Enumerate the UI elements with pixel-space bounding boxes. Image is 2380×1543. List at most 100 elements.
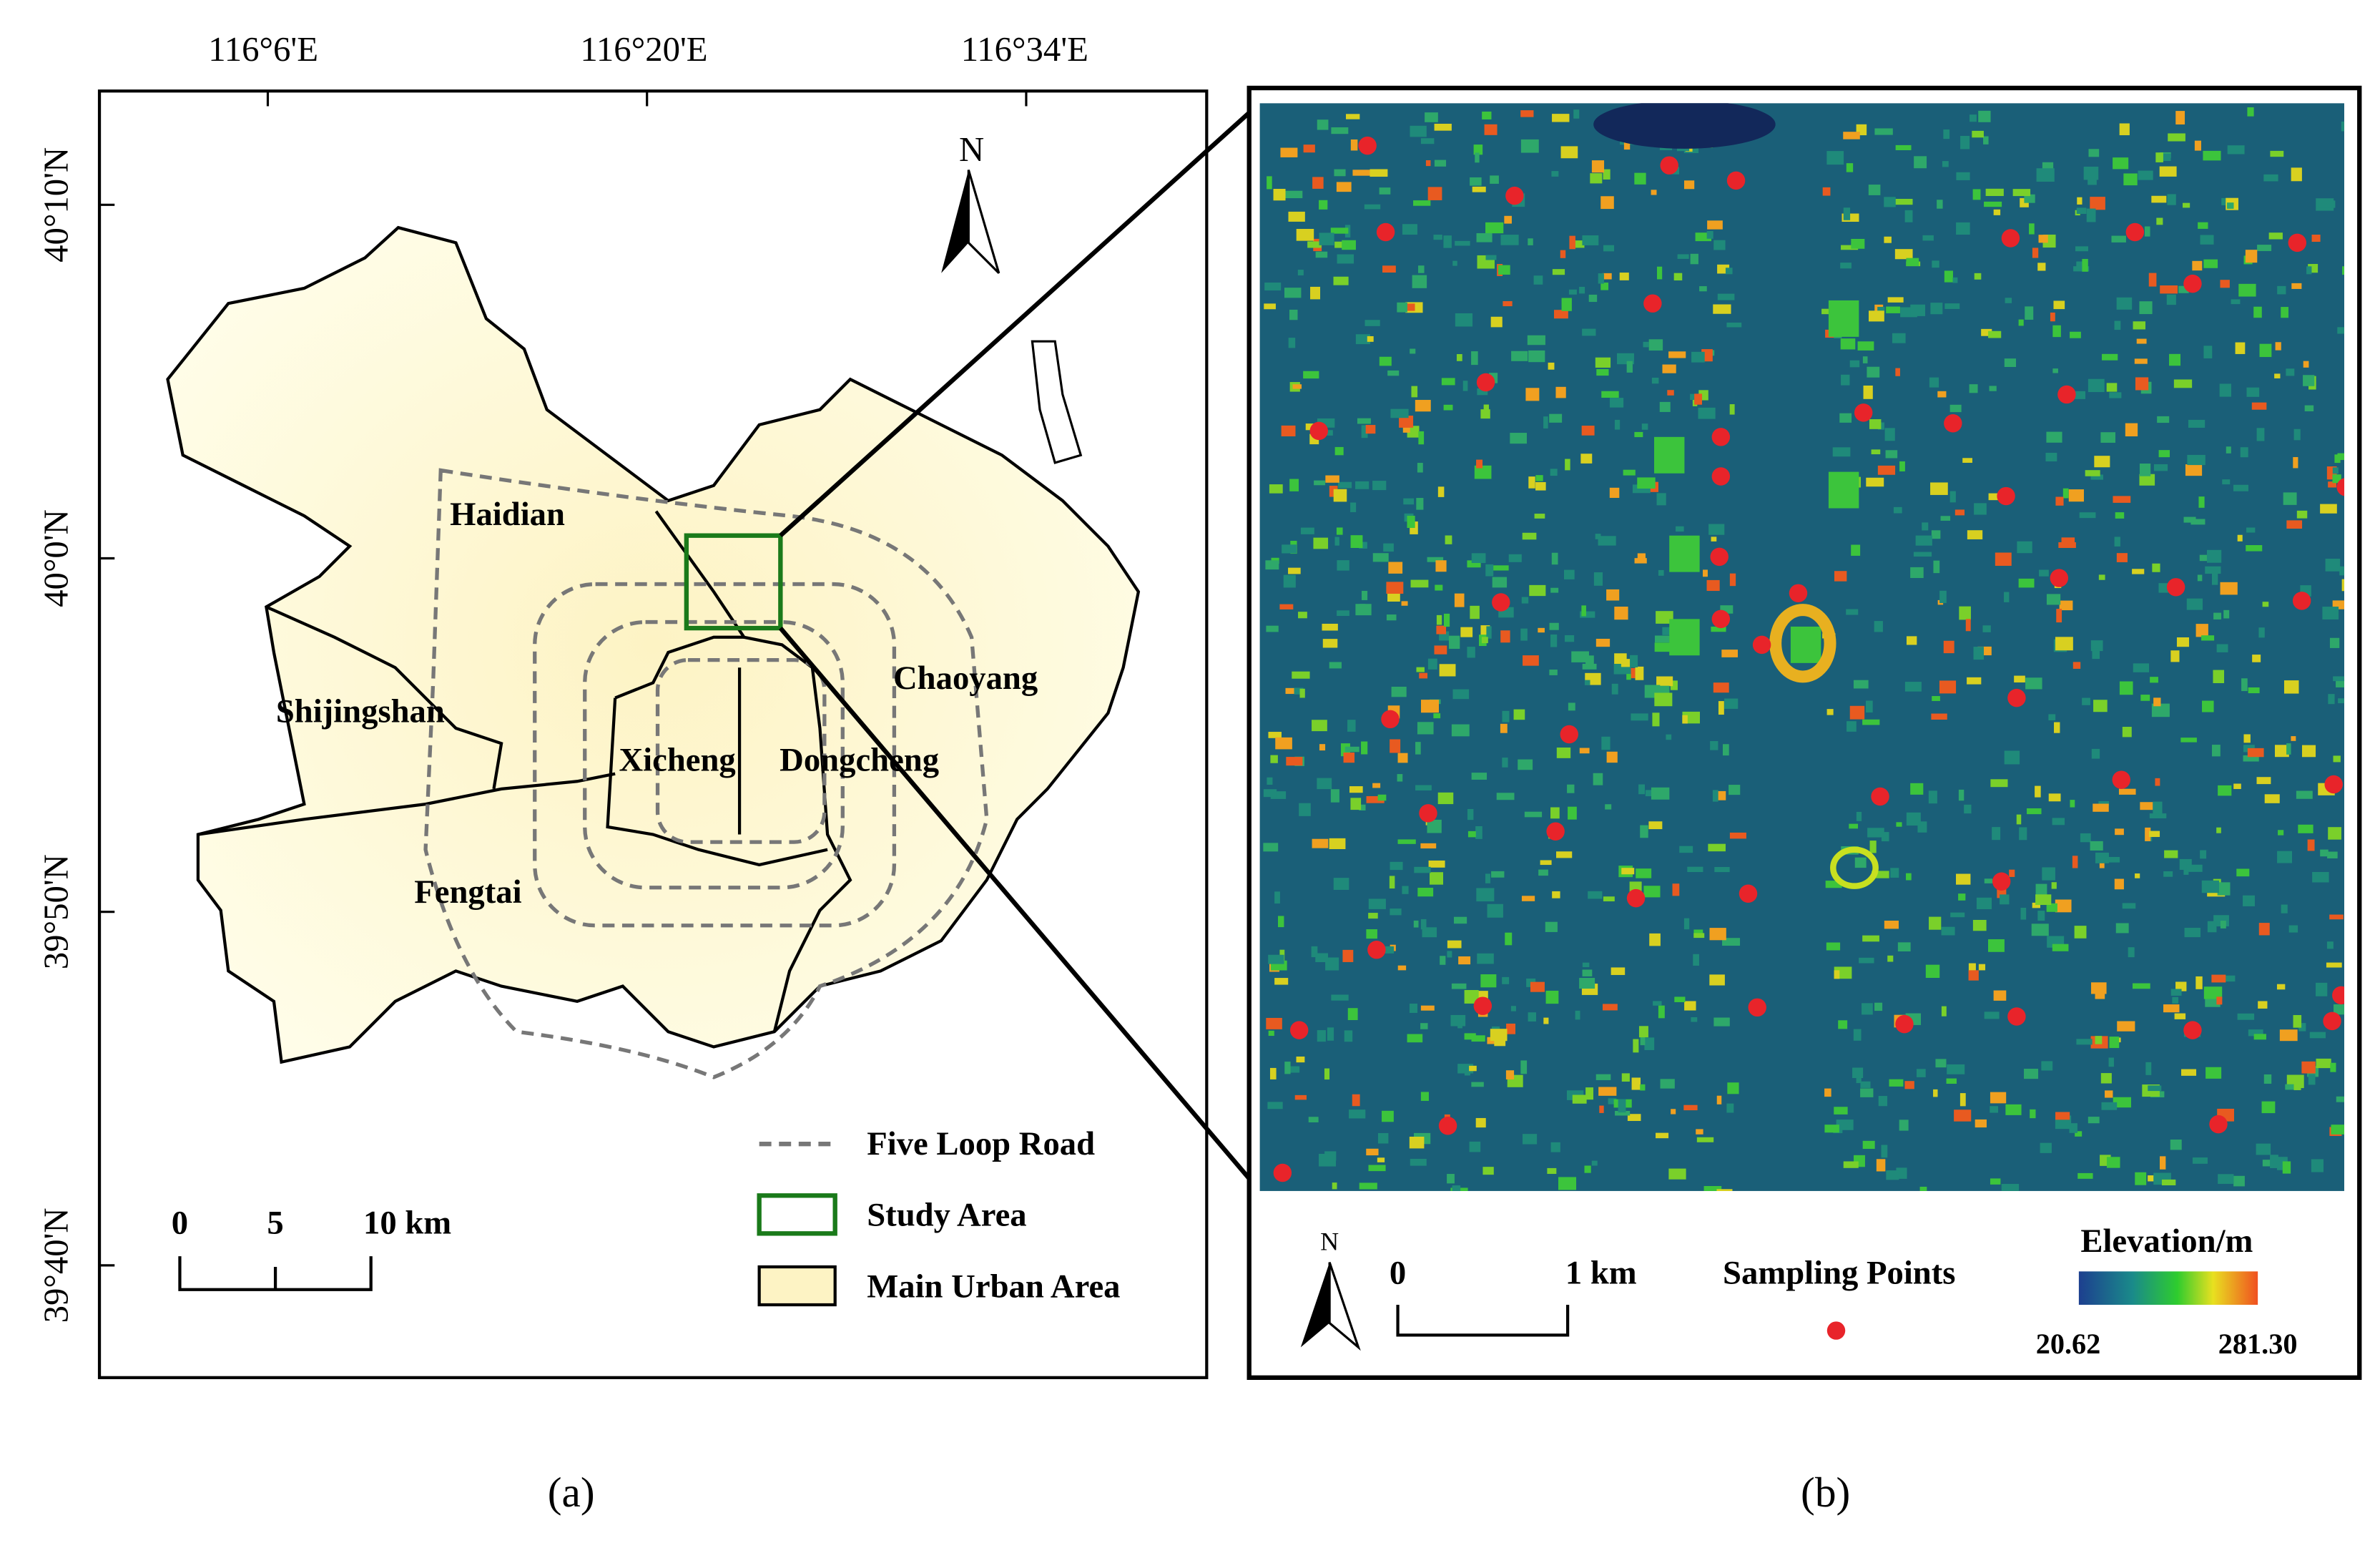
- building: [1355, 481, 1370, 489]
- building: [2005, 1104, 2022, 1115]
- building: [1721, 650, 1739, 657]
- stadium: [1830, 846, 1879, 889]
- building: [2281, 904, 2288, 913]
- building: [1641, 423, 1648, 430]
- building: [2248, 1029, 2263, 1037]
- legend-label: Five Loop Road: [867, 1125, 1095, 1162]
- building: [1540, 860, 1552, 866]
- building: [1931, 530, 1941, 539]
- building: [2173, 379, 2193, 388]
- building: [1288, 338, 1296, 348]
- building: [2322, 607, 2339, 619]
- north-arrow: [1328, 1262, 1361, 1351]
- building: [1724, 698, 1739, 709]
- building: [2155, 152, 2163, 162]
- building: [1441, 378, 1455, 386]
- building: [1993, 990, 2007, 1001]
- building: [2252, 655, 2261, 662]
- building: [1614, 419, 1621, 430]
- building: [2051, 882, 2057, 889]
- building: [1709, 928, 1726, 941]
- building: [1464, 1069, 1470, 1076]
- building: [1626, 674, 1631, 680]
- building: [1419, 672, 1428, 679]
- building: [1928, 790, 1937, 804]
- building: [1372, 553, 1389, 562]
- building: [1452, 689, 1470, 700]
- building: [2180, 738, 2197, 743]
- building: [1409, 1003, 1418, 1013]
- building: [1588, 294, 1598, 303]
- building: [1329, 662, 1342, 669]
- building: [1906, 636, 1917, 645]
- building: [1596, 368, 1609, 376]
- building: [1269, 484, 1283, 494]
- building: [1876, 1159, 1886, 1172]
- sampling-point: [1419, 804, 1437, 823]
- building: [1377, 1157, 1385, 1162]
- building: [1708, 843, 1726, 852]
- building: [2139, 474, 2155, 486]
- building: [1914, 156, 1927, 169]
- building: [1658, 1005, 1665, 1019]
- legend-symbol: [1826, 1321, 1846, 1340]
- building: [1443, 613, 1450, 627]
- building: [1621, 659, 1638, 667]
- building: [1841, 374, 1850, 386]
- building: [1366, 1148, 1379, 1156]
- building: [2168, 133, 2185, 142]
- building: [1868, 185, 1881, 195]
- building: [1627, 1114, 1641, 1122]
- building: [2277, 285, 2286, 295]
- building: [1933, 560, 1940, 574]
- building: [2114, 537, 2120, 547]
- building: [1699, 286, 1707, 292]
- building: [2135, 1172, 2147, 1185]
- building: [1878, 1096, 1888, 1107]
- building: [1603, 169, 1611, 180]
- building: [1887, 955, 1894, 962]
- building: [1606, 751, 1618, 763]
- building: [1372, 481, 1387, 491]
- building: [2238, 283, 2256, 297]
- building: [1284, 1062, 1291, 1074]
- sampling-point: [2183, 274, 2202, 293]
- legend-label: Study Area: [867, 1197, 1026, 1234]
- building: [1454, 593, 1465, 607]
- building: [2311, 1159, 2324, 1172]
- sampling-point: [1273, 1163, 1292, 1182]
- building: [1288, 567, 1301, 574]
- building: [1285, 687, 1302, 695]
- building: [1267, 777, 1273, 785]
- building: [1366, 929, 1377, 939]
- building: [1410, 579, 1429, 588]
- building: [1841, 245, 1859, 250]
- building: [1580, 454, 1593, 464]
- building: [1885, 450, 1898, 459]
- building: [1657, 266, 1663, 280]
- building: [1462, 381, 1468, 391]
- building: [1263, 843, 1279, 852]
- building: [1598, 273, 1604, 284]
- building: [1638, 1026, 1648, 1038]
- building: [1859, 957, 1874, 964]
- building: [1585, 1087, 1593, 1100]
- building: [2122, 727, 2132, 738]
- sampling-point: [1789, 584, 1808, 603]
- building: [1547, 1167, 1557, 1175]
- building: [1930, 303, 1943, 315]
- building: [1648, 339, 1663, 351]
- building: [1884, 920, 1899, 929]
- scale-label: 5: [267, 1204, 283, 1241]
- building: [1365, 425, 1376, 434]
- building: [1443, 235, 1452, 248]
- building: [1319, 744, 1326, 751]
- legend-title: Elevation/m: [2080, 1223, 2253, 1260]
- building: [1410, 348, 1416, 354]
- building: [2117, 1021, 2135, 1032]
- building: [1292, 384, 1302, 389]
- building: [1644, 1037, 1655, 1050]
- building: [1672, 883, 1680, 896]
- building: [1555, 386, 1566, 398]
- building: [1602, 1004, 1618, 1011]
